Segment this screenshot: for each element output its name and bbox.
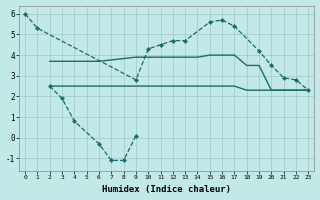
X-axis label: Humidex (Indice chaleur): Humidex (Indice chaleur) bbox=[102, 185, 231, 194]
